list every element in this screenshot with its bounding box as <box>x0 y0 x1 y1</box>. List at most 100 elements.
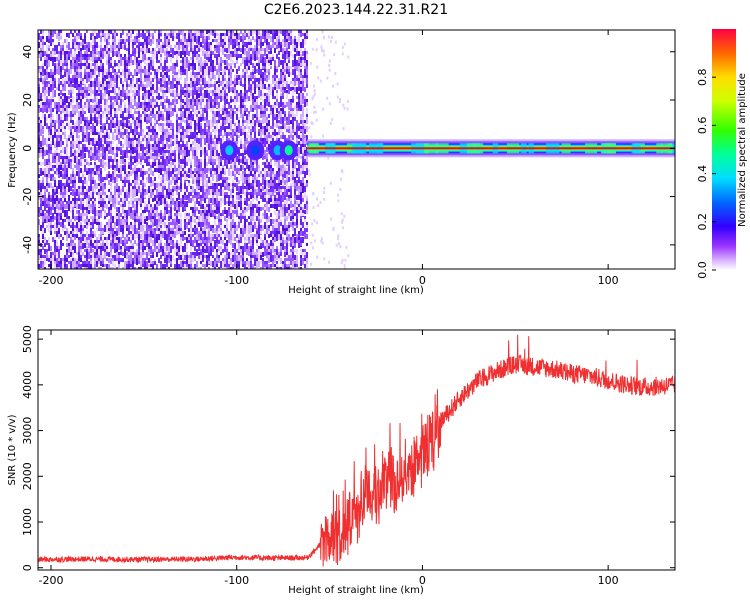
heatmap-cell <box>102 165 104 168</box>
heatmap-cell <box>196 228 198 231</box>
heatmap-cell <box>204 168 206 173</box>
heatmap-cell <box>56 171 58 175</box>
heatmap-cell <box>226 219 228 223</box>
heatmap-cell <box>42 183 44 189</box>
heatmap-cell <box>200 72 202 76</box>
heatmap-cell <box>82 264 84 267</box>
heatmap-cell <box>206 51 208 58</box>
heatmap-cell <box>114 249 116 253</box>
heatmap-cell <box>164 156 166 160</box>
heatmap-cell <box>212 147 214 152</box>
heatmap-cell <box>234 81 236 85</box>
heatmap-cell <box>206 225 208 229</box>
heatmap-cell <box>208 99 210 104</box>
heatmap-cell <box>100 180 102 183</box>
heatmap-cell <box>86 213 88 218</box>
heatmap-cell <box>206 150 208 153</box>
heatmap-cell <box>176 243 178 250</box>
heatmap-cell <box>52 168 54 171</box>
heatmap-cell <box>174 174 176 177</box>
heatmap-cell <box>148 231 150 235</box>
heatmap-cell <box>92 36 94 43</box>
heatmap-cell <box>84 39 86 44</box>
heatmap-cell <box>146 216 148 221</box>
heatmap-cell <box>194 108 196 115</box>
heatmap-cell <box>194 30 196 33</box>
heatmap-cell <box>90 237 92 240</box>
heatmap-cell <box>144 261 146 264</box>
heatmap-cell <box>164 171 166 176</box>
heatmap-cell <box>162 93 164 97</box>
heatmap-cell <box>106 213 108 217</box>
heatmap-cell <box>56 135 58 142</box>
heatmap-cell <box>38 132 40 137</box>
heatmap-cell <box>198 120 200 126</box>
heatmap-cell <box>132 216 134 220</box>
heatmap-cell <box>170 81 172 86</box>
heatmap-cell <box>90 141 92 145</box>
heatmap-cell <box>208 171 210 174</box>
heatmap-cell <box>124 54 126 57</box>
heatmap-cell <box>196 249 198 254</box>
heatmap-cell <box>160 138 162 144</box>
heatmap-cell <box>140 33 142 37</box>
heatmap-cell <box>166 60 168 63</box>
heatmap-cell <box>138 261 140 264</box>
heatmap-cell <box>190 228 192 235</box>
heatmap-cell <box>234 132 236 136</box>
heatmap-cell <box>46 108 48 113</box>
heatmap-cell <box>142 132 144 137</box>
heatmap-cell <box>194 219 196 223</box>
heatmap-cell <box>64 54 66 60</box>
heatmap-cell <box>44 114 46 119</box>
heatmap-cell <box>144 69 146 72</box>
heatmap-cell <box>46 165 48 171</box>
heatmap-cell <box>60 135 62 138</box>
heatmap-cell <box>216 54 218 57</box>
heatmap-cell <box>150 42 152 46</box>
heatmap-cell <box>124 246 126 249</box>
heatmap-cell <box>100 120 102 125</box>
heatmap-cell <box>198 180 200 184</box>
heatmap-cell <box>62 48 64 51</box>
heatmap-cell <box>134 99 136 106</box>
heatmap-cell <box>172 48 174 55</box>
heatmap-cell <box>60 234 62 237</box>
heatmap-cell <box>80 36 82 40</box>
heatmap-cell <box>114 123 116 128</box>
heatmap-cell <box>160 33 162 36</box>
heatmap-cell <box>120 213 122 217</box>
heatmap-cell <box>200 171 202 174</box>
heatmap-cell <box>150 72 152 75</box>
heatmap-cell <box>230 123 232 126</box>
heatmap-cell <box>44 159 46 166</box>
heatmap-cell <box>168 129 170 133</box>
heatmap-cell <box>92 210 94 214</box>
heatmap-cell <box>184 150 186 157</box>
heatmap-cell <box>112 261 114 266</box>
heatmap-cell <box>128 228 130 233</box>
heatmap-cell <box>134 267 136 269</box>
heatmap-cell <box>50 99 52 105</box>
heatmap-cell <box>94 111 96 114</box>
heatmap-cell <box>158 45 160 50</box>
heatmap-cell <box>56 69 58 74</box>
heatmap-cell <box>168 243 170 248</box>
heatmap-cell <box>80 207 82 210</box>
heatmap-cell <box>146 102 148 105</box>
heatmap-cell <box>146 150 148 155</box>
heatmap-cell <box>64 129 66 134</box>
heatmap-cell <box>108 189 110 192</box>
heatmap-cell <box>96 48 98 52</box>
heatmap-cell <box>176 63 178 66</box>
heatmap-cell <box>84 147 86 152</box>
heatmap-cell <box>44 60 46 66</box>
heatmap-cell <box>162 156 164 159</box>
heatmap-cell <box>66 81 68 84</box>
heatmap-cell <box>82 198 84 202</box>
heatmap-cell <box>76 204 78 209</box>
heatmap-cell <box>94 231 96 235</box>
heatmap-cell <box>198 252 200 257</box>
heatmap-cell <box>194 84 196 91</box>
heatmap-cell <box>200 147 202 152</box>
